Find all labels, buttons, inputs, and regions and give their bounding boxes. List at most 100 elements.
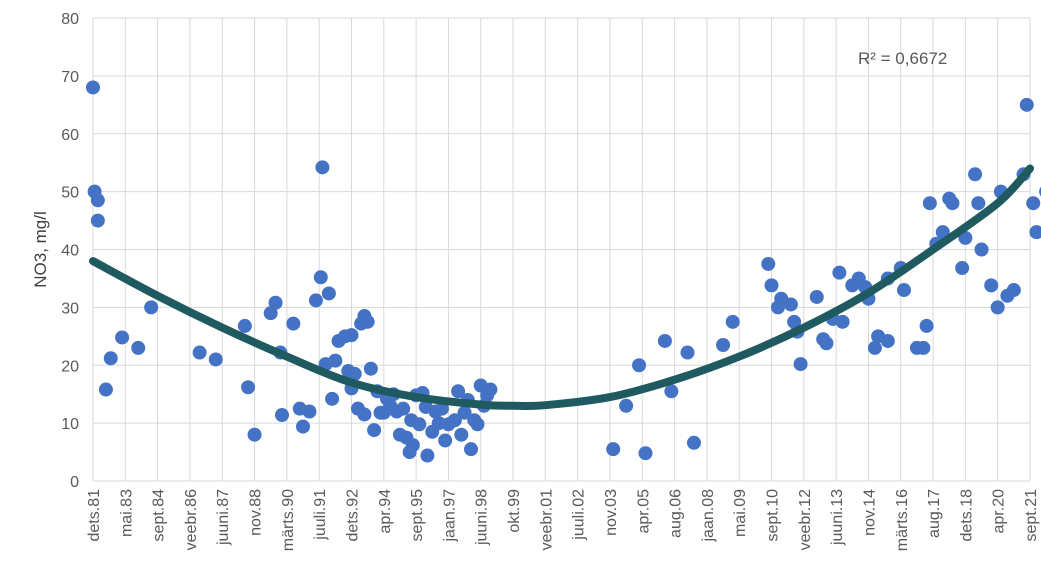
x-tick-label: nov.03 (603, 489, 620, 536)
x-tick-label: mai.83 (118, 489, 135, 537)
x-tick-label: jaan.97 (441, 489, 458, 543)
data-point (103, 351, 118, 366)
grid (92, 17, 1031, 482)
data-point (363, 361, 378, 376)
data-point (1029, 225, 1041, 240)
x-axis-ticks: dets.81 mai.83 sept.84 veebr.86 juuni.87 nov.… (86, 489, 1040, 551)
data-point (945, 196, 960, 211)
data-point (725, 314, 740, 329)
data-point (360, 314, 375, 329)
r-squared-annotation: R² = 0,6672 (858, 49, 947, 68)
x-tick-label: veebr.86 (183, 489, 200, 550)
x-tick-label: juuni.13 (829, 489, 846, 546)
x-tick-label: dets.81 (86, 489, 103, 542)
x-tick-label: märts.90 (280, 489, 297, 551)
data-point (286, 316, 301, 331)
data-point (344, 328, 359, 343)
x-tick-label: aug.06 (668, 489, 685, 538)
x-tick-label: märts.16 (894, 489, 911, 551)
x-tick-label: sept.10 (765, 489, 782, 542)
data-point (1006, 283, 1021, 298)
x-tick-label: juuni.98 (474, 489, 491, 546)
data-point (971, 196, 986, 211)
x-tick-label: nov.88 (248, 489, 265, 536)
x-tick-label: mai.09 (732, 489, 749, 537)
data-point (457, 405, 472, 420)
data-point (98, 382, 113, 397)
data-point (321, 286, 336, 301)
y-tick-label: 70 (61, 69, 79, 86)
x-tick-label: jaan.08 (700, 489, 717, 543)
data-points (86, 80, 1041, 463)
data-point (638, 446, 653, 461)
x-tick-label: juuli.02 (571, 489, 588, 541)
y-tick-label: 30 (61, 300, 79, 317)
data-point (835, 314, 850, 329)
x-tick-label: apr.05 (635, 489, 652, 534)
data-point (396, 401, 411, 416)
data-point (896, 283, 911, 298)
data-point (268, 295, 283, 310)
y-tick-label: 40 (61, 243, 79, 260)
data-point (302, 404, 317, 419)
data-point (208, 352, 223, 367)
data-point (984, 278, 999, 293)
data-point (657, 333, 672, 348)
x-tick-label: veebr.01 (538, 489, 555, 550)
data-point (247, 427, 262, 442)
x-tick-label: sept.84 (151, 489, 168, 542)
data-point (606, 442, 621, 457)
data-point (86, 80, 100, 95)
data-point (955, 261, 970, 276)
x-tick-label: apr.94 (377, 489, 394, 534)
y-tick-label: 10 (61, 416, 79, 433)
data-point (919, 318, 934, 333)
data-point (451, 384, 466, 399)
data-point (308, 293, 323, 308)
data-point (144, 300, 159, 315)
data-point (275, 408, 290, 423)
data-point (325, 391, 340, 406)
data-point (832, 265, 847, 280)
data-point (680, 345, 695, 360)
data-point (990, 300, 1005, 315)
data-point (470, 417, 485, 432)
data-point (315, 160, 330, 175)
data-point (916, 340, 931, 355)
data-point (454, 427, 469, 442)
x-tick-label: apr.20 (991, 489, 1008, 534)
x-tick-label: nov.14 (861, 489, 878, 536)
data-point (1026, 196, 1041, 211)
data-point (438, 433, 453, 448)
data-point (761, 256, 776, 271)
data-point (237, 318, 252, 333)
x-tick-label: aug.17 (926, 489, 943, 538)
data-point (115, 330, 130, 345)
data-point (716, 337, 731, 352)
data-point (880, 333, 895, 348)
x-tick-label: veebr.12 (797, 489, 814, 550)
y-axis-label: NO3, mg/l (31, 211, 50, 288)
data-point (313, 270, 328, 285)
data-point (686, 435, 701, 450)
data-point (405, 438, 420, 453)
data-point (296, 419, 311, 434)
data-point (420, 448, 435, 463)
data-point (968, 167, 983, 182)
data-point (412, 417, 427, 432)
data-point (483, 382, 498, 397)
x-tick-label: juuni.87 (215, 489, 232, 546)
y-tick-label: 0 (70, 474, 79, 491)
data-point (328, 353, 343, 368)
data-point (131, 340, 146, 355)
data-point (90, 213, 105, 228)
data-point (241, 380, 256, 395)
data-point (664, 384, 679, 399)
y-tick-label: 50 (61, 185, 79, 202)
data-point (447, 413, 462, 428)
x-tick-label: sept.21 (1023, 489, 1040, 542)
data-point (90, 193, 105, 208)
data-point (464, 442, 479, 457)
data-point (347, 366, 362, 381)
